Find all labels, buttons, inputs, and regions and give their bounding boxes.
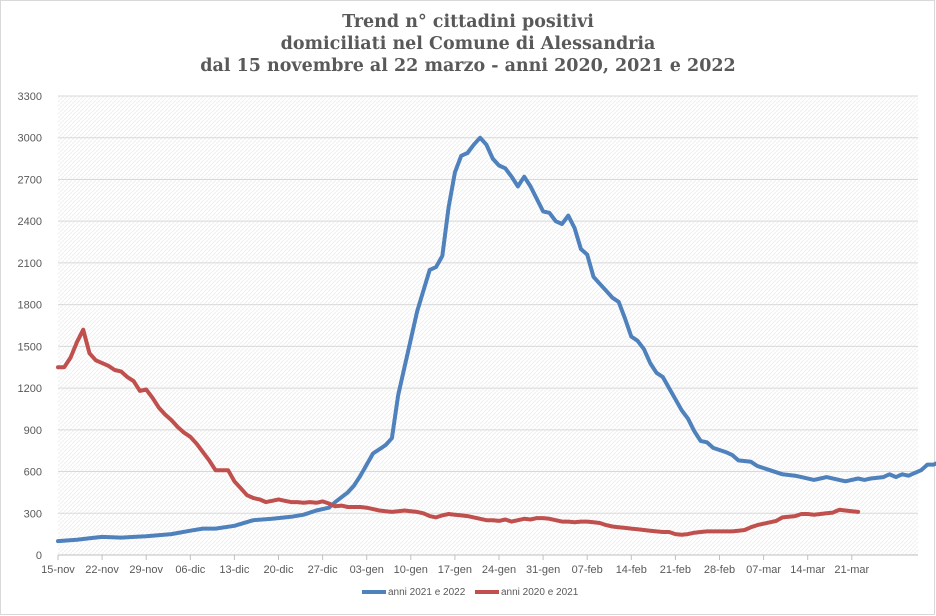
series-line-2 [56,327,861,537]
x-tick-label: 14-mar [790,564,825,576]
chart-title-line-3: dal 15 novembre al 22 marzo - anni 2020,… [200,56,736,76]
chart-title: Trend n° cittadini positivi domiciliati … [0,11,936,77]
x-tick-label: 20-dic [264,564,294,576]
x-tick-label: 15-nov [41,564,75,576]
y-tick-label: 2400 [18,216,42,228]
x-tick-label: 28-feb [704,564,735,576]
legend: anni 2021 e 2022 anni 2020 e 2021 [362,587,579,598]
y-tick-label: 1200 [18,383,42,395]
x-tick-label: 24-gen [482,564,516,576]
x-tick-label: 07-feb [572,564,603,576]
x-tick-label: 29-nov [129,564,163,576]
x-tick-label: 31-gen [526,564,560,576]
x-tick-label: 27-dic [308,564,338,576]
chart-title-line-2: domiciliati nel Comune di Alessandria [280,34,656,54]
y-tick-label: 1800 [18,300,42,312]
y-tick-label: 1500 [18,341,42,353]
series-lines [56,135,936,544]
chart-title-line-1: Trend n° cittadini positivi [342,12,594,32]
y-tick-label: 900 [24,425,42,437]
x-tick-label: 21-mar [834,564,869,576]
y-tick-label: 2100 [18,258,42,270]
x-tick-label: 06-dic [175,564,205,576]
x-tick-label: 22-nov [85,564,119,576]
y-tick-label: 300 [24,508,42,520]
legend-label-1: anni 2021 e 2022 [388,587,466,598]
series-line-1 [56,135,936,544]
x-tick-label: 14-feb [616,564,647,576]
y-tick-label: 0 [36,550,42,562]
x-tick-label: 17-gen [438,564,472,576]
y-tick-label: 3300 [18,91,42,103]
x-tick-label: 10-gen [394,564,428,576]
y-tick-label: 3000 [18,133,42,145]
y-axis-tick-labels: 0 300 600 900 1200 1500 1800 2100 2400 2700 3000 33… [18,91,42,562]
y-tick-label: 600 [24,467,42,479]
x-tick-label: 21-feb [660,564,691,576]
x-tick-label: 03-gen [350,564,384,576]
x-tick-label: 07-mar [746,564,781,576]
y-tick-label: 2700 [18,174,42,186]
x-tick-label: 13-dic [219,564,249,576]
axes [57,554,918,560]
x-axis-tick-labels: 15-nov 22-nov 29-nov 06-dic 13-dic 20-dic 27-d… [41,564,869,576]
plot-area [58,96,918,555]
legend-label-2: anni 2020 e 2021 [501,587,579,598]
